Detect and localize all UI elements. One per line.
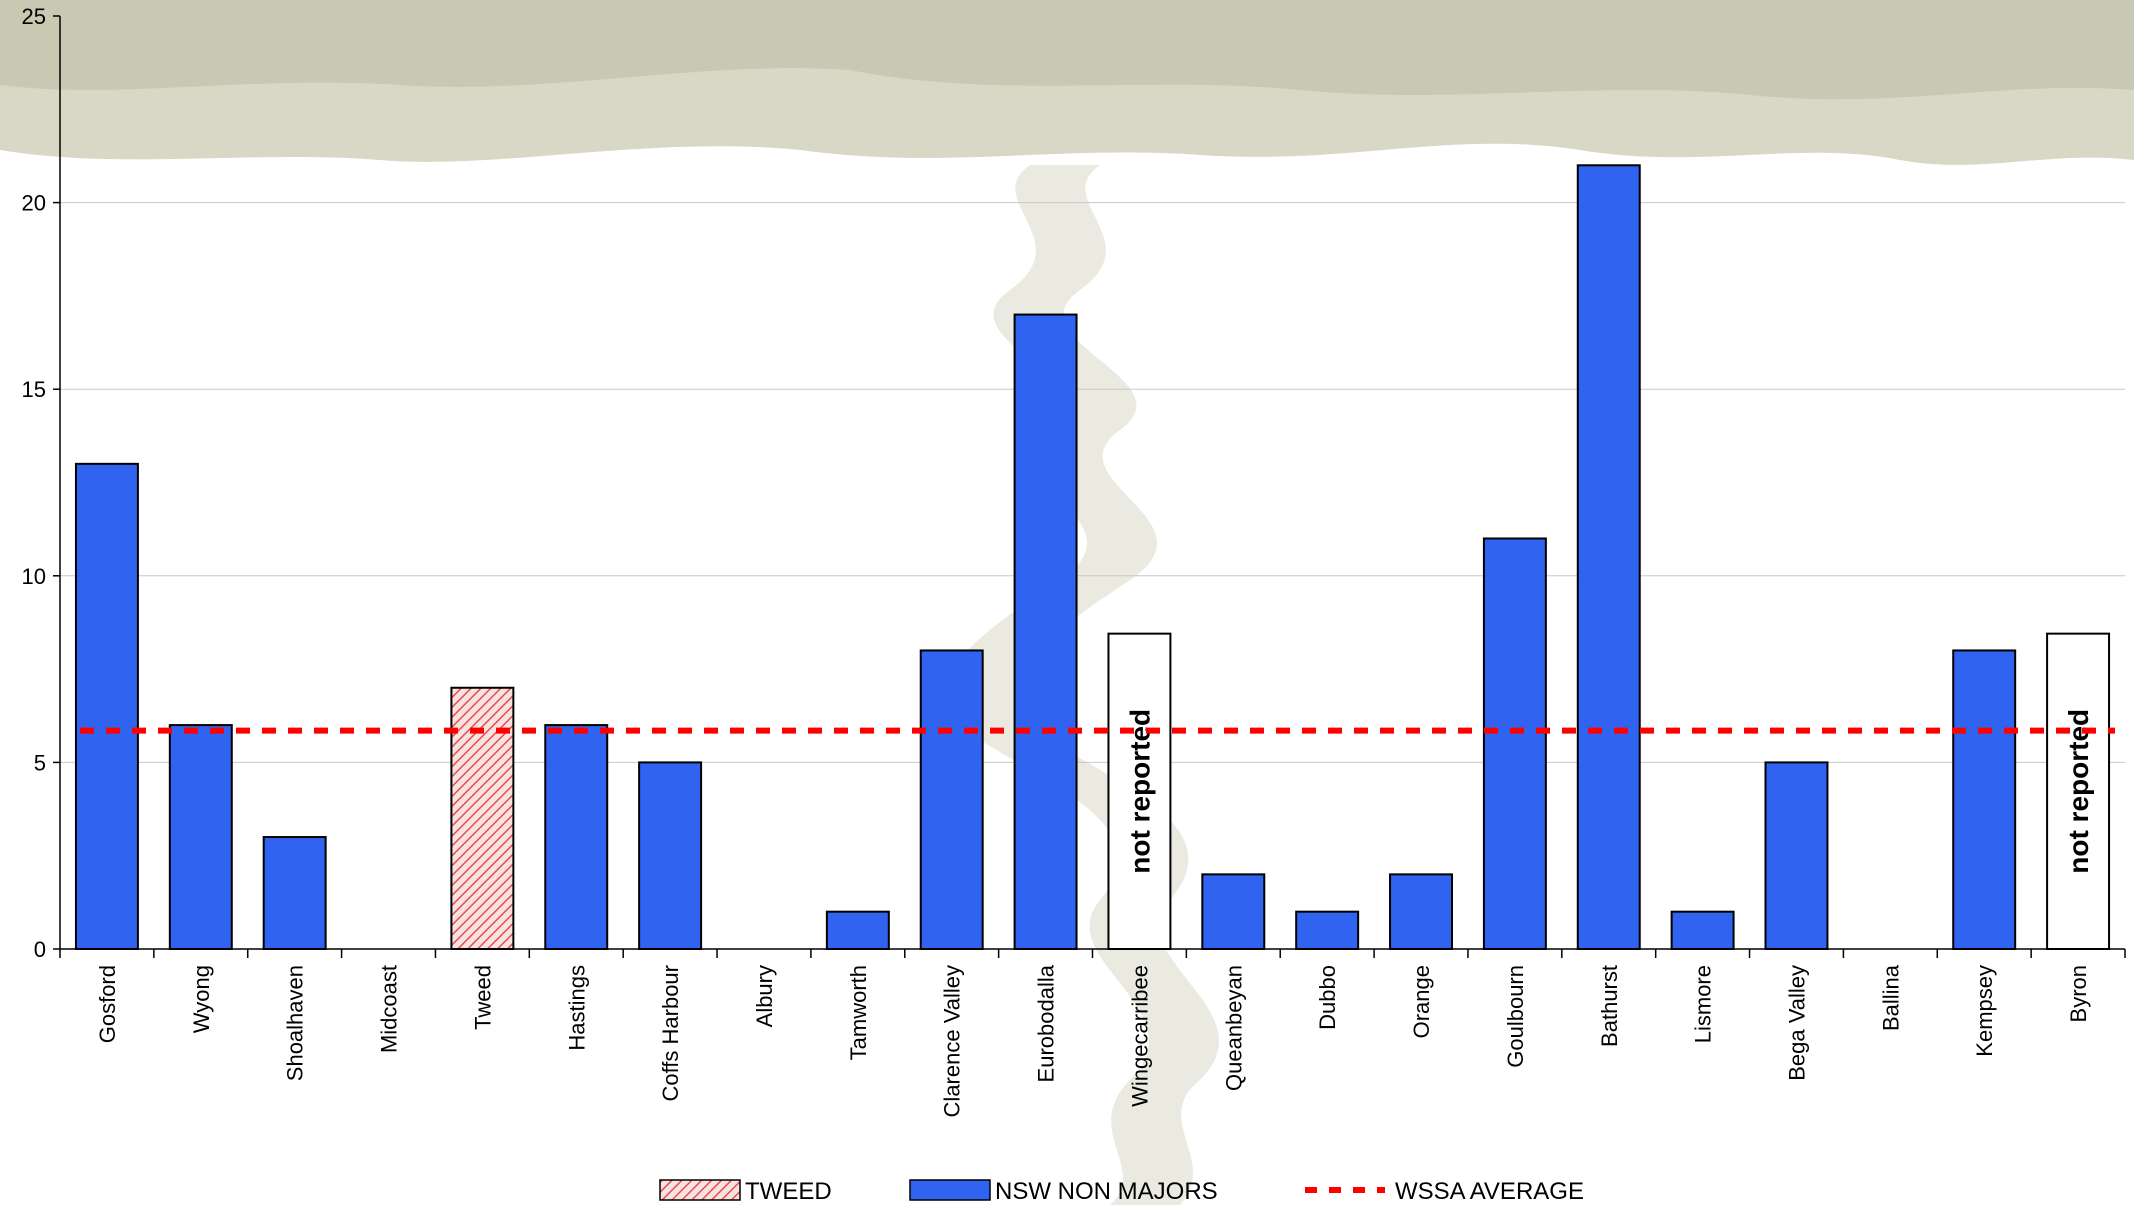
bar <box>638 761 703 951</box>
legend-label: WSSA AVERAGE <box>1395 1178 1584 1205</box>
x-tick-label: Orange <box>1409 965 1434 1038</box>
not-reported-label: not reported <box>2063 709 2094 874</box>
bar <box>1295 910 1360 950</box>
x-tick-label: Lismore <box>1691 965 1716 1043</box>
bar <box>1482 537 1547 950</box>
x-tick-labels: Gosford Wyong Shoalhaven Midcoast Tweed Hasti… <box>95 964 2091 1117</box>
x-tick-label: Clarence Valley <box>940 965 965 1117</box>
x-tick-label: Tamworth <box>846 965 871 1060</box>
bar <box>544 724 609 951</box>
x-tick-label: Dubbo <box>1315 965 1340 1030</box>
bar <box>825 910 890 950</box>
not-reported-label: not reported <box>1124 709 1155 874</box>
legend-swatch <box>659 1179 741 1201</box>
y-tick-label: 0 <box>34 937 46 962</box>
legend-label: NSW NON MAJORS <box>995 1178 1218 1205</box>
axes-group <box>53 15 2126 958</box>
bar <box>1201 873 1266 950</box>
bar <box>1670 910 1735 950</box>
y-tick-label: 10 <box>22 564 46 589</box>
y-tick-label: 20 <box>22 191 46 216</box>
x-tick-label: Coffs Harbour <box>658 965 683 1102</box>
x-tick-label: Bathurst <box>1597 965 1622 1047</box>
y-tick-label: 15 <box>22 377 46 402</box>
bar <box>919 649 984 950</box>
x-tick-label: Byron <box>2066 965 2091 1022</box>
x-tick-label: Tweed <box>470 965 495 1030</box>
x-tick-label: Albury <box>752 965 777 1027</box>
legend: TWEED NSW NON MAJORS WSSA AVERAGE <box>659 1178 1584 1205</box>
bar <box>168 724 233 951</box>
x-tick-label: Ballina <box>1878 964 1903 1031</box>
x-tick-label: Gosford <box>95 965 120 1043</box>
legend-label: TWEED <box>745 1178 832 1205</box>
x-tick-label: Midcoast <box>377 965 402 1053</box>
x-tick-label: Wyong <box>189 965 214 1033</box>
y-tick-label: 5 <box>34 750 46 775</box>
x-tick-label: Shoalhaven <box>283 965 308 1081</box>
x-tick-label: Goulbourn <box>1503 965 1528 1068</box>
legend-swatch <box>909 1179 991 1201</box>
bar <box>262 836 327 950</box>
bar <box>1952 649 2017 950</box>
bar <box>74 462 139 950</box>
bar <box>1013 313 1078 950</box>
not-reported-bar <box>1107 632 1172 950</box>
bar <box>1764 761 1829 951</box>
x-tick-label: Queanbeyan <box>1221 965 1246 1091</box>
x-tick-label: Bega Valley <box>1784 965 1809 1081</box>
x-tick-label: Wingecarribee <box>1127 965 1152 1107</box>
x-tick-label: Eurobodalla <box>1034 964 1059 1082</box>
bar <box>1576 164 1641 950</box>
y-tick-labels: 0 5 10 15 20 25 <box>22 4 46 962</box>
not-reported-bar <box>2046 632 2111 950</box>
x-tick-label: Kempsey <box>1972 965 1997 1057</box>
bar <box>1389 873 1453 950</box>
y-tick-label: 25 <box>22 4 46 29</box>
bar-tweed <box>450 686 515 950</box>
x-tick-label: Hastings <box>564 965 589 1051</box>
